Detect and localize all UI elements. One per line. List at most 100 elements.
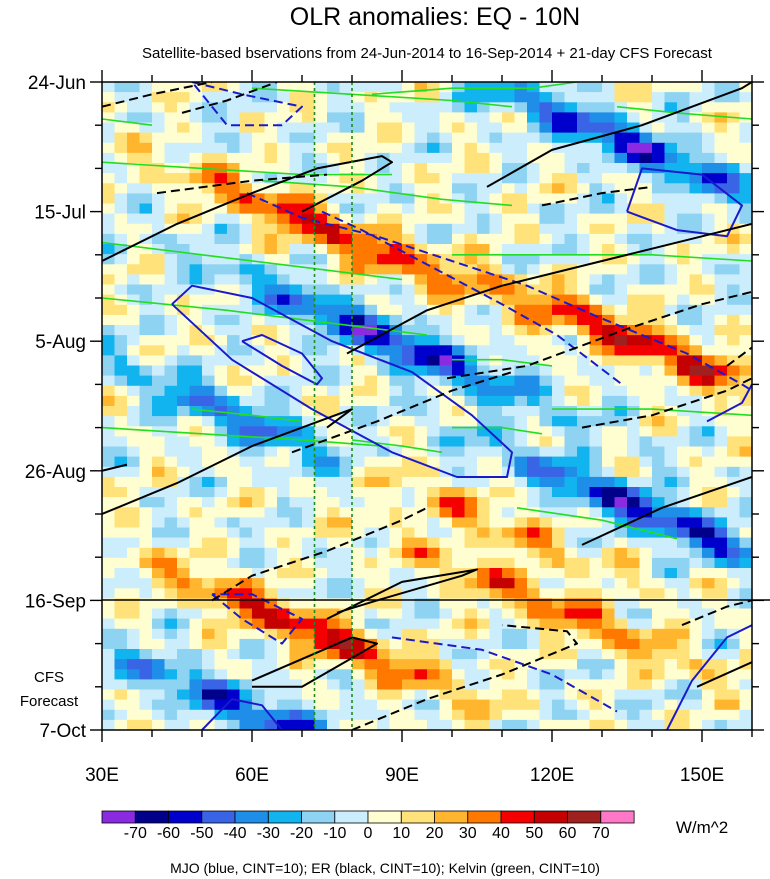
heatmap-cell (114, 426, 128, 437)
heatmap-cell (727, 659, 741, 670)
heatmap-cell (327, 638, 341, 650)
heatmap-cell (152, 132, 166, 144)
heatmap-cell (139, 517, 153, 529)
heatmap-cell (664, 274, 678, 286)
heatmap-cell (577, 335, 591, 346)
heatmap-cell (464, 112, 478, 124)
heatmap-cell (139, 335, 153, 346)
heatmap-cell (477, 152, 491, 164)
heatmap-cell (477, 568, 491, 579)
heatmap-cell (227, 385, 241, 397)
heatmap-cell (277, 244, 291, 255)
heatmap-cell (539, 426, 553, 437)
heatmap-cell (627, 699, 641, 711)
heatmap-cell (502, 517, 516, 529)
heatmap-cell (739, 416, 752, 427)
heatmap-cell (577, 385, 591, 397)
heatmap-cell (414, 365, 428, 377)
heatmap-cell (577, 416, 591, 427)
heatmap-cell (227, 82, 241, 93)
heatmap-cell (564, 709, 578, 721)
heatmap-cell (152, 355, 166, 367)
heatmap-cell (639, 223, 653, 235)
heatmap-cell (664, 517, 678, 529)
heatmap-cell (202, 557, 216, 569)
heatmap-cell (389, 213, 403, 225)
heatmap-cell (327, 699, 341, 711)
heatmap-cell (739, 426, 752, 437)
heatmap-cell (414, 274, 428, 286)
heatmap-cell (677, 719, 691, 730)
heatmap-cell (139, 557, 153, 569)
heatmap-cell (327, 426, 341, 437)
heatmap-cell (639, 608, 653, 620)
heatmap-cell (502, 395, 516, 407)
heatmap-cell (189, 527, 203, 539)
heatmap-cell (664, 183, 678, 194)
heatmap-cell (489, 628, 503, 640)
heatmap-cell (689, 628, 703, 640)
heatmap-cell (352, 638, 366, 650)
heatmap-cell (514, 416, 528, 427)
heatmap-cell (189, 325, 203, 336)
heatmap-cell (702, 649, 716, 660)
heatmap-cell (239, 122, 253, 134)
heatmap-cell (389, 233, 403, 245)
heatmap-cell (302, 406, 316, 417)
heatmap-cell (339, 82, 353, 93)
heatmap-cell (527, 223, 541, 235)
heatmap-cell (564, 92, 578, 103)
heatmap-cell (577, 669, 591, 680)
heatmap-cell (664, 466, 678, 478)
heatmap-cell (227, 659, 241, 670)
heatmap-cell (352, 618, 366, 630)
heatmap-cell (477, 679, 491, 691)
heatmap-cell (364, 314, 378, 326)
heatmap-cell (352, 578, 366, 589)
heatmap-cell (727, 679, 741, 691)
heatmap-cell (352, 699, 366, 711)
forecast-label-line1: CFS (34, 669, 64, 686)
heatmap-cell (714, 102, 728, 113)
heatmap-cell (214, 163, 228, 174)
heatmap-cell (364, 456, 378, 468)
er-contour (102, 463, 128, 472)
heatmap-cell (452, 446, 466, 458)
heatmap-cell (702, 628, 716, 640)
heatmap-cell (577, 709, 591, 721)
heatmap-cell (402, 618, 416, 630)
heatmap-cell (152, 395, 166, 407)
mjo-contour (191, 82, 303, 127)
heatmap-cell (627, 244, 641, 255)
heatmap-cell (227, 568, 241, 579)
heatmap-cell (214, 517, 228, 529)
heatmap-cell (652, 497, 666, 508)
heatmap-cell (677, 709, 691, 721)
heatmap-cell (514, 487, 528, 498)
heatmap-cell (677, 689, 691, 701)
heatmap-cell (689, 699, 703, 711)
heatmap-cell (389, 395, 403, 407)
heatmap-cell (252, 426, 266, 437)
heatmap-cell (102, 365, 116, 377)
heatmap-cell (564, 578, 578, 589)
heatmap-cell (639, 385, 653, 397)
heatmap-cell (464, 183, 478, 194)
heatmap-cell (464, 436, 478, 448)
heatmap-cell (127, 314, 141, 326)
heatmap-cell (727, 233, 741, 245)
colorbar-swatch (234, 810, 269, 824)
heatmap-cell (727, 618, 741, 630)
heatmap-cell (439, 669, 453, 680)
heatmap-cell (714, 598, 728, 610)
heatmap-cell (202, 183, 216, 194)
heatmap-cell (202, 578, 216, 589)
heatmap-cell (239, 517, 253, 529)
heatmap-cell (377, 517, 391, 529)
heatmap-cell (214, 274, 228, 286)
heatmap-cell (352, 284, 366, 296)
heatmap-cell (602, 547, 616, 559)
heatmap-cell (364, 578, 378, 589)
heatmap-cell (377, 375, 391, 387)
heatmap-cell (114, 689, 128, 701)
